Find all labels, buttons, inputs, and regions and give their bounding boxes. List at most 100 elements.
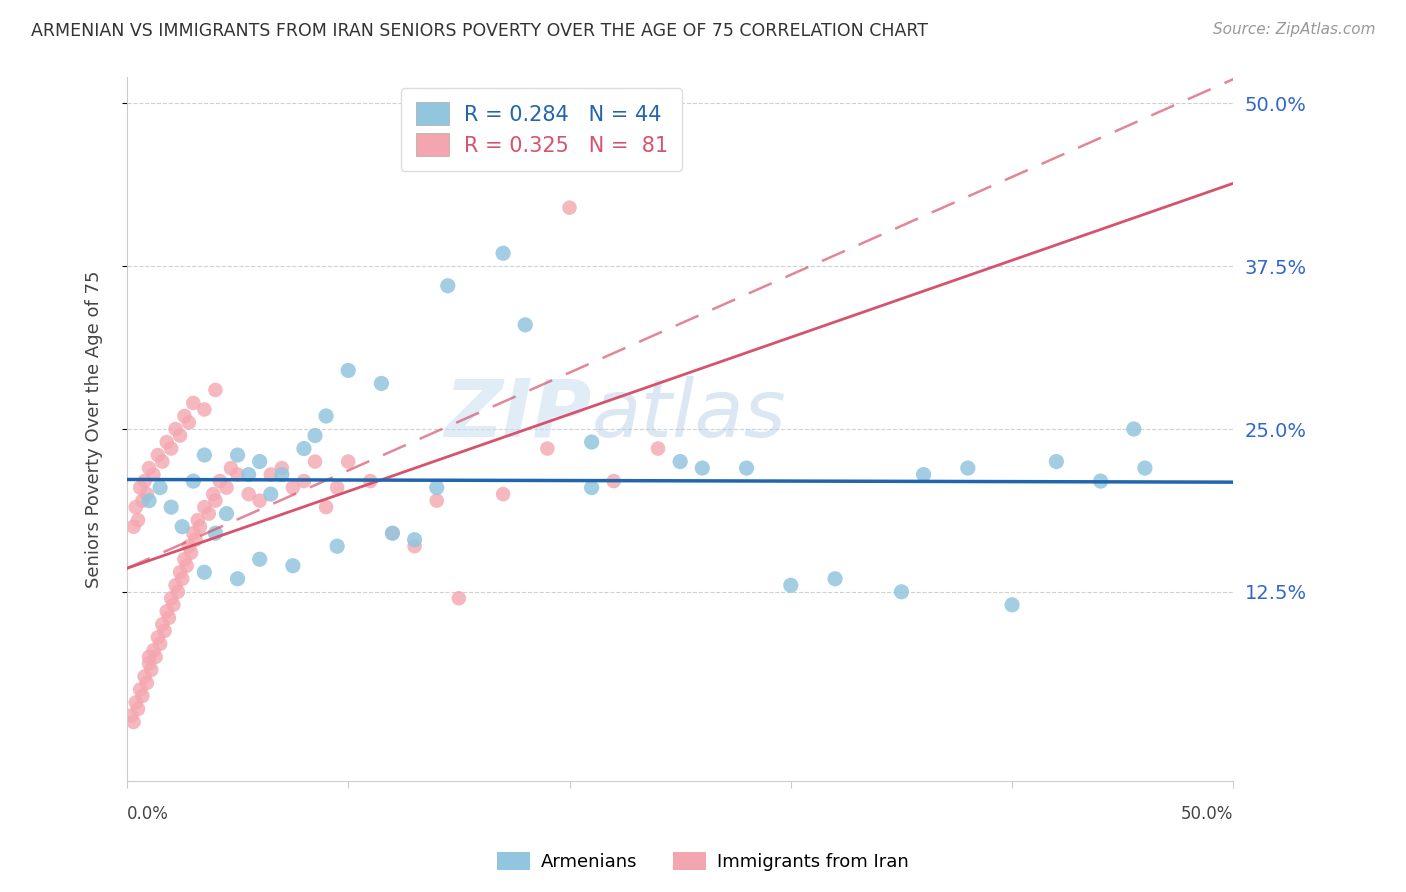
- Point: [146, 448, 169, 462]
- Point: [135, 487, 157, 501]
- Point: [238, 467, 260, 482]
- Point: [156, 435, 179, 450]
- Point: [138, 649, 160, 664]
- Point: [165, 422, 187, 436]
- Point: [166, 584, 188, 599]
- Point: [150, 617, 173, 632]
- Point: [1090, 474, 1112, 488]
- Point: [260, 467, 283, 482]
- Point: [404, 533, 426, 547]
- Point: [204, 526, 226, 541]
- Point: [292, 442, 315, 456]
- Point: [160, 442, 183, 456]
- Point: [1001, 598, 1024, 612]
- Point: [426, 493, 449, 508]
- Point: [142, 643, 165, 657]
- Point: [141, 663, 163, 677]
- Text: Source: ZipAtlas.com: Source: ZipAtlas.com: [1212, 22, 1375, 37]
- Point: [193, 566, 215, 580]
- Point: [249, 552, 271, 566]
- Point: [120, 708, 142, 723]
- Text: 0.0%: 0.0%: [127, 805, 169, 823]
- Point: [177, 416, 200, 430]
- Point: [249, 454, 271, 468]
- Point: [249, 493, 271, 508]
- Point: [122, 714, 145, 729]
- Point: [146, 631, 169, 645]
- Point: [150, 454, 173, 468]
- Point: [181, 474, 204, 488]
- Text: atlas: atlas: [592, 376, 786, 454]
- Point: [204, 383, 226, 397]
- Point: [202, 487, 225, 501]
- Point: [127, 702, 149, 716]
- Point: [165, 578, 187, 592]
- Point: [173, 409, 195, 423]
- Point: [690, 461, 713, 475]
- Point: [1045, 454, 1067, 468]
- Point: [536, 442, 558, 456]
- Point: [122, 519, 145, 533]
- Point: [160, 500, 183, 515]
- Point: [153, 624, 176, 638]
- Point: [492, 487, 515, 501]
- Point: [581, 481, 603, 495]
- Point: [581, 435, 603, 450]
- Point: [180, 546, 202, 560]
- Point: [304, 428, 326, 442]
- Point: [381, 526, 404, 541]
- Point: [131, 689, 153, 703]
- Point: [426, 481, 449, 495]
- Point: [436, 278, 458, 293]
- Point: [138, 461, 160, 475]
- Point: [326, 539, 349, 553]
- Point: [337, 363, 360, 377]
- Point: [184, 533, 207, 547]
- Point: [181, 396, 204, 410]
- Point: [260, 487, 283, 501]
- Point: [270, 467, 292, 482]
- Point: [188, 519, 211, 533]
- Point: [176, 558, 198, 573]
- Point: [198, 507, 221, 521]
- Point: [1122, 422, 1144, 436]
- Point: [193, 448, 215, 462]
- Point: [134, 669, 156, 683]
- Point: [142, 467, 165, 482]
- Point: [173, 552, 195, 566]
- Point: [226, 467, 249, 482]
- Point: [145, 649, 167, 664]
- Point: [156, 604, 179, 618]
- Point: [337, 454, 360, 468]
- Point: [735, 461, 758, 475]
- Point: [404, 539, 426, 553]
- Point: [447, 591, 470, 606]
- Point: [181, 526, 204, 541]
- Point: [1133, 461, 1156, 475]
- Point: [138, 493, 160, 508]
- Point: [912, 467, 935, 482]
- Point: [315, 500, 337, 515]
- Point: [193, 402, 215, 417]
- Point: [127, 513, 149, 527]
- Point: [824, 572, 846, 586]
- Point: [125, 500, 148, 515]
- Point: [169, 566, 191, 580]
- Point: [370, 376, 392, 391]
- Point: [315, 409, 337, 423]
- Point: [226, 448, 249, 462]
- Point: [162, 598, 184, 612]
- Point: [281, 558, 304, 573]
- Point: [138, 657, 160, 671]
- Point: [193, 500, 215, 515]
- Point: [172, 519, 194, 533]
- Text: ZIP: ZIP: [444, 376, 592, 454]
- Point: [890, 584, 912, 599]
- Point: [492, 246, 515, 260]
- Legend: R = 0.284   N = 44, R = 0.325   N =  81: R = 0.284 N = 44, R = 0.325 N = 81: [401, 87, 682, 170]
- Point: [149, 637, 172, 651]
- Point: [779, 578, 801, 592]
- Point: [215, 481, 238, 495]
- Point: [208, 474, 231, 488]
- Point: [226, 572, 249, 586]
